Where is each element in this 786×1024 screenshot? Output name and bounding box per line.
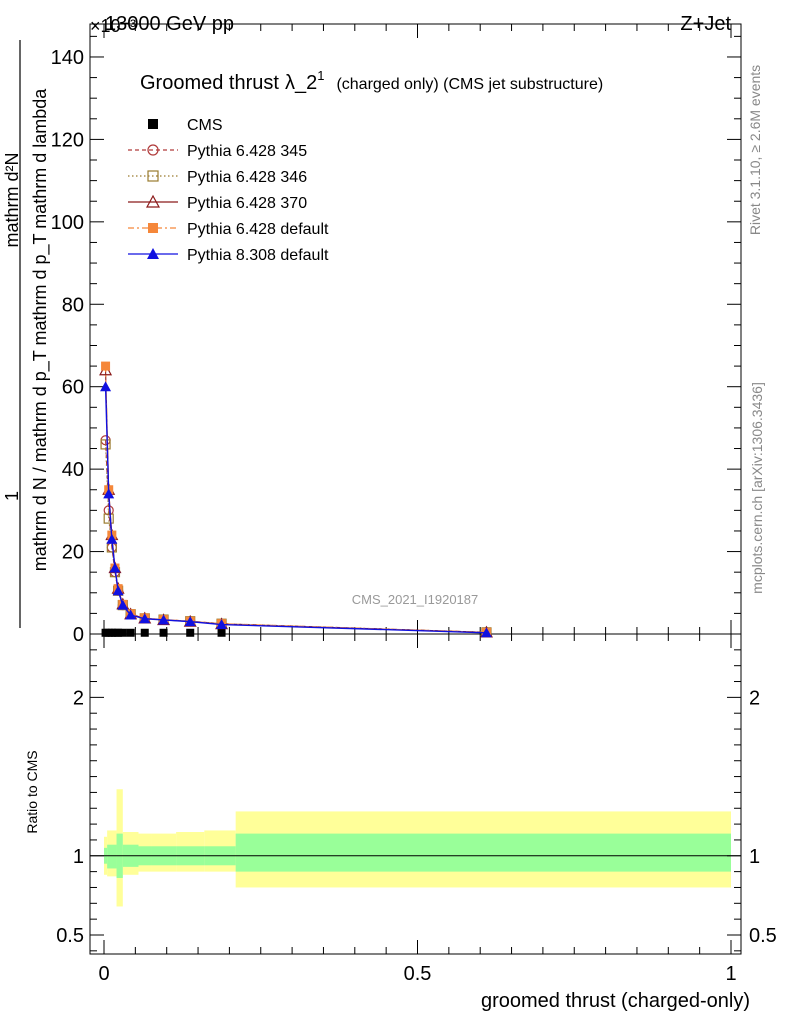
point-cms-10	[217, 628, 226, 637]
plot-title-sup: 1	[317, 68, 324, 83]
mcplots-label: mcplots.cern.ch [arXiv:1306.3436]	[749, 382, 765, 594]
ratio-ytick-label-right-1: 1	[749, 846, 760, 868]
rivet-label: Rivet 3.1.10, ≥ 2.6M events	[747, 65, 763, 235]
main-ytick-label-100: 100	[51, 212, 84, 234]
series-layer	[99, 361, 493, 638]
ratio-ytick-label-1: 1	[73, 846, 84, 868]
legend-marker-p345	[147, 144, 159, 156]
series-cms	[101, 628, 491, 637]
point-p8-0	[100, 381, 112, 392]
ratio-bands	[104, 789, 732, 907]
plot-title-lambda: λ_2	[285, 72, 317, 94]
xtick-label-0: 0	[98, 963, 109, 985]
legend-label-cms: CMS	[187, 117, 223, 134]
point-p8-6	[125, 609, 137, 620]
plot-title-extra: (charged only) (CMS jet substructure)	[336, 76, 603, 93]
y-label-numerator: 1	[2, 491, 22, 501]
point-p346-1	[103, 513, 114, 524]
plot-title-main: Groomed thrust	[140, 72, 279, 94]
legend: CMS Pythia 6.428 345 Pythia 6.428 346 Pythi…	[128, 117, 329, 264]
ratio-band-inner-1	[107, 844, 117, 869]
main-ytick-label-60: 60	[62, 377, 84, 399]
point-p8-4	[112, 585, 124, 596]
main-ytick-label-40: 40	[62, 459, 84, 481]
point-p8-8	[158, 614, 170, 625]
point-p346-0	[100, 439, 111, 450]
legend-label-p428: Pythia 6.428 default	[187, 221, 329, 238]
main-ytick-label-140: 140	[51, 47, 84, 69]
main-ytick-label-0: 0	[73, 624, 84, 646]
point-p8-9	[184, 616, 196, 627]
legend-marker-p346	[147, 170, 159, 182]
main-ytick-label-120: 120	[51, 129, 84, 151]
point-cms-9	[186, 628, 195, 637]
point-p8-5	[117, 599, 129, 610]
point-p8-10	[216, 619, 228, 630]
x-axis-label: groomed thrust (charged-only)	[481, 990, 750, 1012]
legend-label-p370: Pythia 6.428 370	[187, 195, 307, 212]
point-p428-0	[101, 361, 111, 371]
series-p346	[100, 439, 492, 638]
y-label-top: mathrm d²N	[2, 152, 22, 247]
point-cms-7	[140, 628, 149, 637]
legend-marker-cms	[148, 119, 158, 129]
ratio-band-inner-8	[235, 833, 732, 872]
ratio-y-label: Ratio to CMS	[24, 750, 40, 833]
ratio-ytick-label-0.5: 0.5	[56, 925, 84, 947]
legend-label-p345: Pythia 6.428 345	[187, 143, 307, 160]
legend-marker-p370	[145, 194, 161, 208]
point-p8-3	[109, 562, 121, 573]
point-p8-11	[480, 627, 492, 638]
analysis-tag: CMS_2021_I1920187	[352, 592, 479, 607]
main-panel-frame	[89, 23, 742, 635]
series-line-p8	[104, 386, 487, 634]
ratio-ytick-label-right-2: 2	[749, 687, 760, 709]
point-cms-8	[159, 628, 168, 637]
legend-marker-p8	[147, 248, 159, 259]
header-right-label: Z+Jet	[680, 13, 731, 35]
point-p345-1	[103, 505, 114, 516]
main-y-label: 1 mathrm d N / mathrm d p_T mathrm d p_T…	[2, 40, 51, 628]
xtick-label-0.5: 0.5	[404, 963, 432, 985]
ratio-panel-frame	[89, 633, 742, 955]
point-cms-4	[114, 628, 123, 637]
main-ytick-label-80: 80	[62, 294, 84, 316]
point-cms-5	[118, 628, 127, 637]
exponent-label: ×10⁻³	[90, 16, 136, 36]
point-p8-7	[139, 613, 151, 624]
ratio-ytick-label-2: 2	[73, 687, 84, 709]
point-p8-1	[103, 488, 115, 499]
main-ytick-label-20: 20	[62, 542, 84, 564]
legend-label-p8: Pythia 8.308 default	[187, 247, 329, 264]
xtick-label-1: 1	[725, 963, 736, 985]
point-p8-2	[106, 533, 118, 544]
legend-label-p346: Pythia 6.428 346	[187, 169, 307, 186]
point-cms-6	[126, 628, 135, 637]
y-label-denominator: mathrm d N / mathrm d p_T mathrm d p_T m…	[30, 88, 51, 571]
legend-marker-p428	[148, 223, 158, 233]
header-left-label: 13000 GeV pp	[105, 13, 234, 35]
series-p8	[100, 381, 492, 638]
plot-title: Groomed thrust λ_21 (charged only) (CMS je…	[140, 68, 603, 94]
ratio-ytick-label-right-0.5: 0.5	[749, 925, 777, 947]
